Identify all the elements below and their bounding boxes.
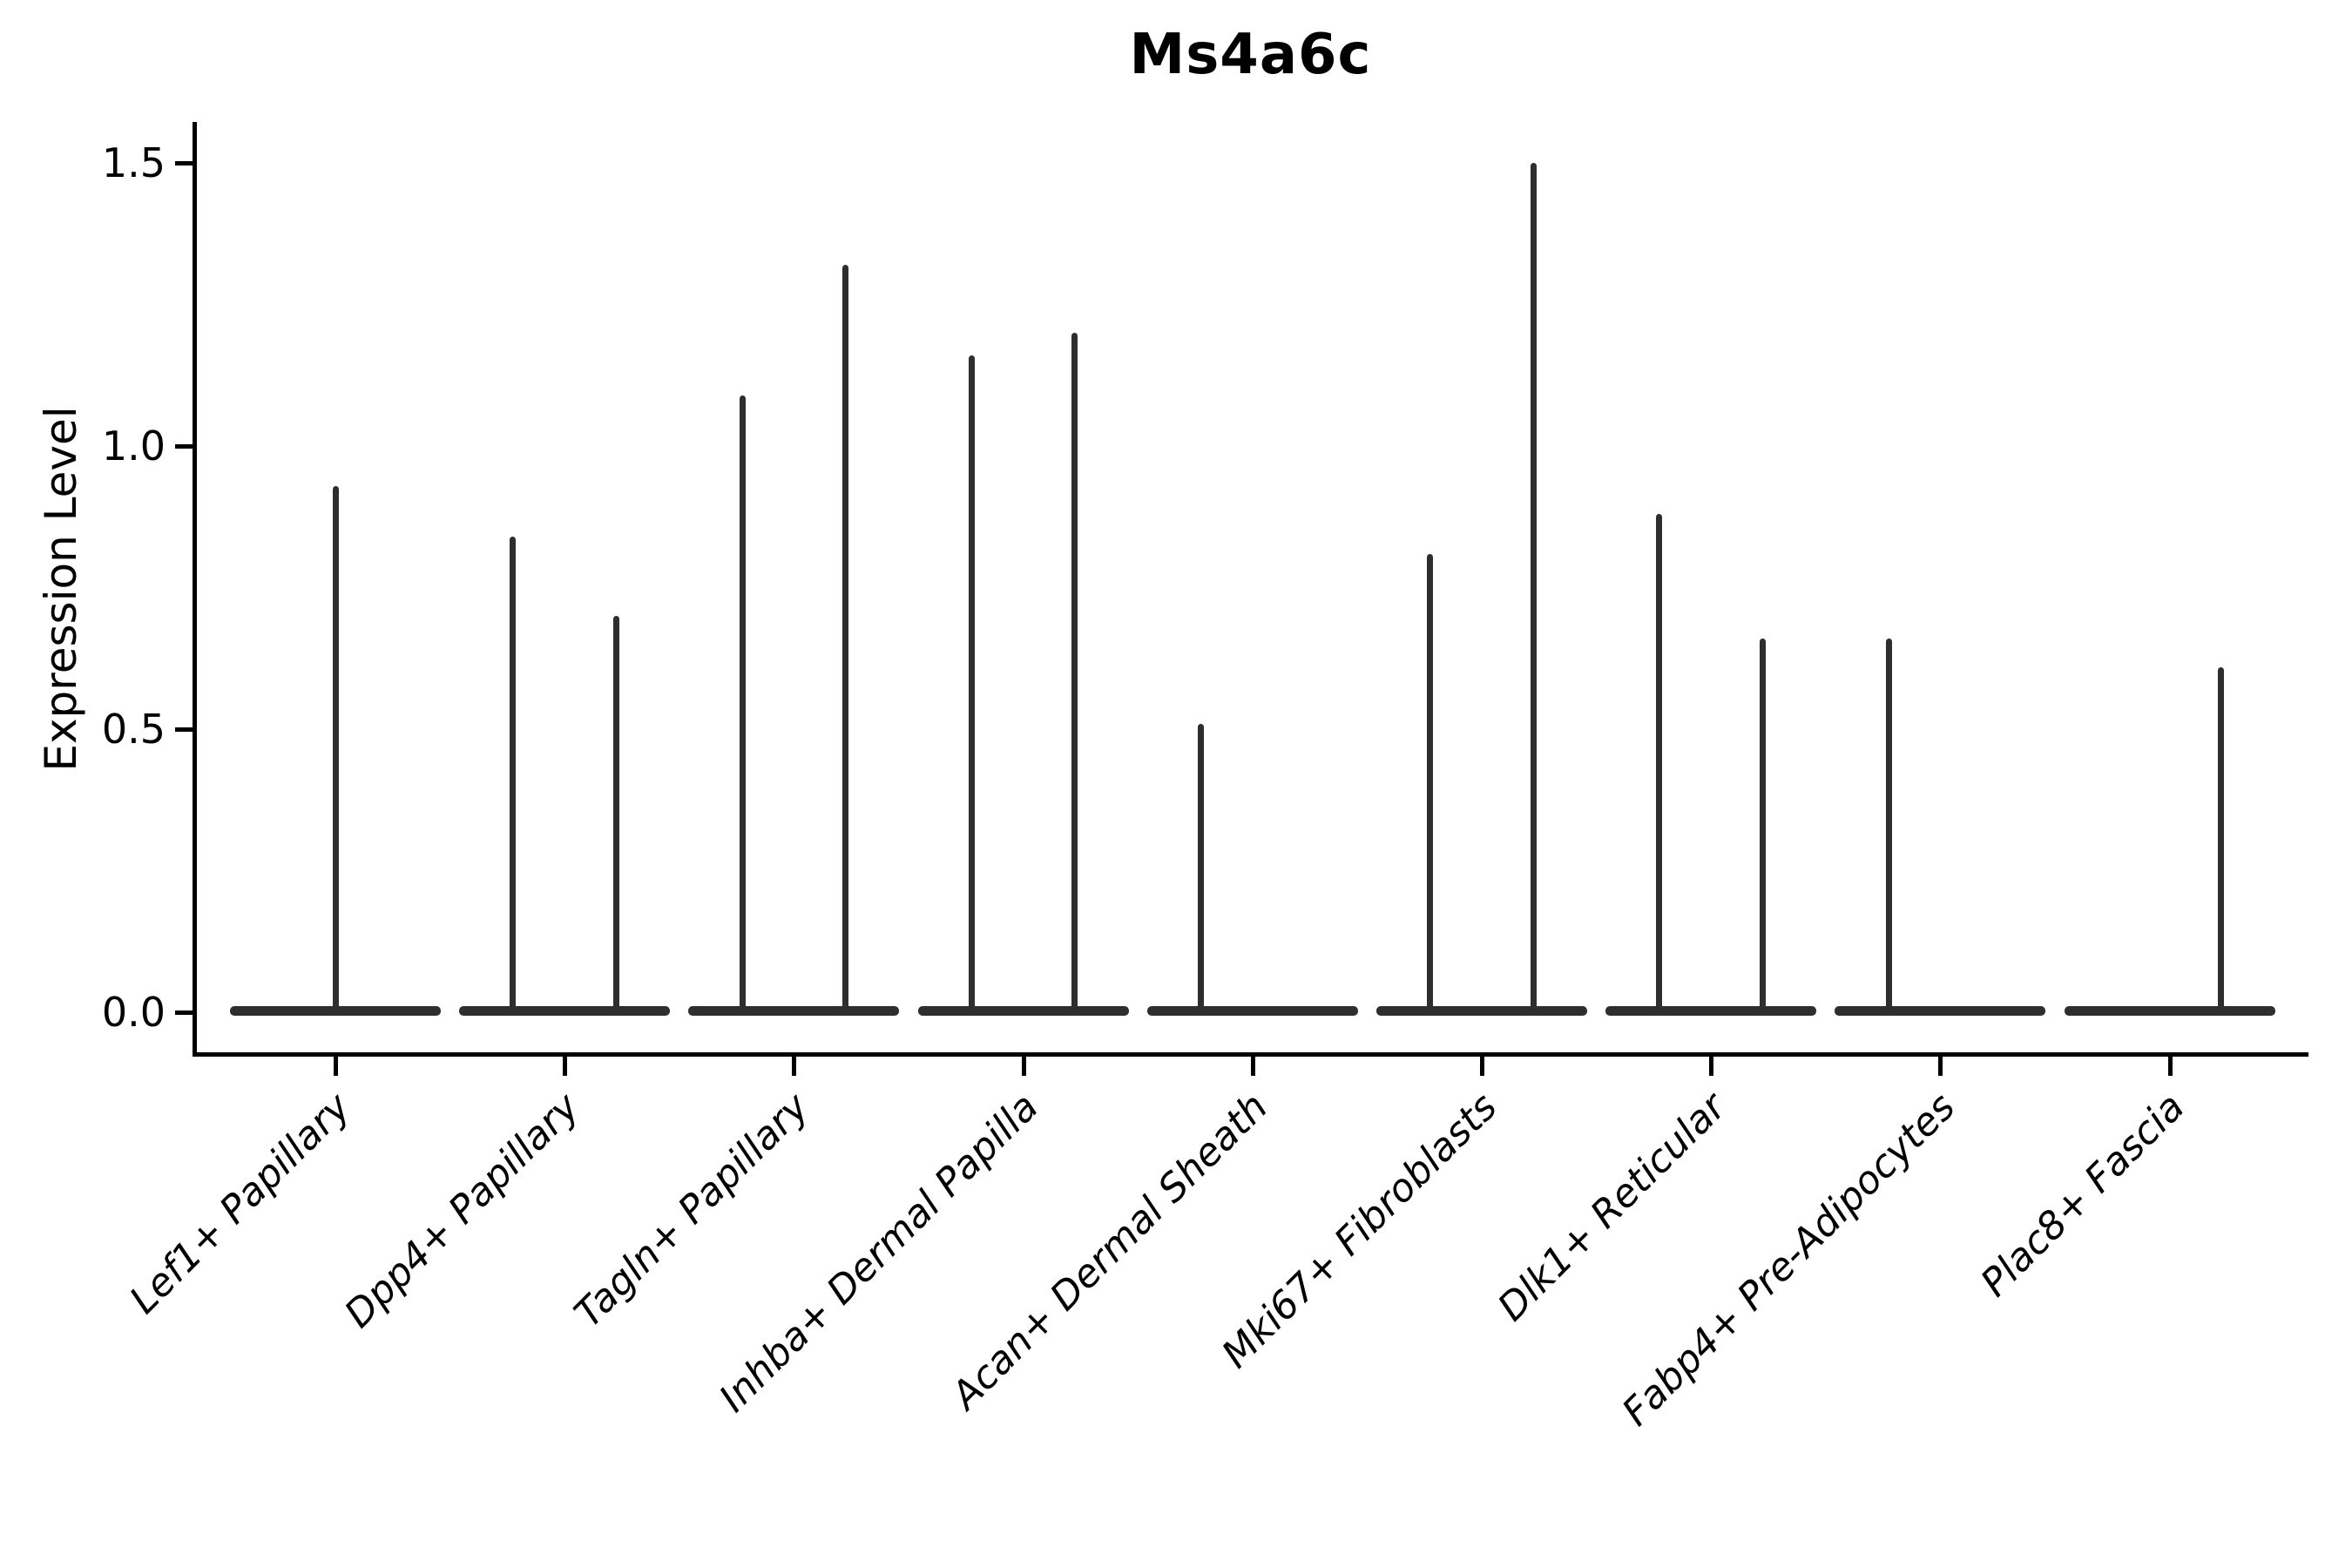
violin-base: [1605, 1006, 1817, 1016]
x-tick-mark: [1480, 1057, 1484, 1076]
violin-spike: [1759, 639, 1766, 1013]
x-tick-label: Plac8+ Fascia: [1972, 1085, 2193, 1306]
x-axis-spine: [193, 1052, 2308, 1057]
violin-spike: [1071, 333, 1078, 1013]
violin-base: [1376, 1006, 1587, 1016]
y-tick-mark: [175, 1010, 193, 1015]
y-tick-mark: [175, 727, 193, 732]
y-tick-mark: [175, 444, 193, 449]
violin-base: [2064, 1006, 2275, 1016]
violin-spike: [739, 395, 746, 1013]
violin-spike: [332, 485, 339, 1013]
violin-base: [688, 1006, 900, 1016]
violin-base: [1146, 1006, 1358, 1016]
x-tick-label: Dlk1+ Reticular: [1490, 1085, 1735, 1330]
x-tick-mark: [1938, 1057, 1943, 1076]
y-tick-label: 1.5: [101, 139, 166, 186]
y-tick-label: 1.0: [101, 422, 166, 470]
violin-base: [1835, 1006, 2046, 1016]
x-tick-label: Lef1+ Papillary: [121, 1085, 360, 1323]
violin-spike: [1530, 163, 1537, 1013]
violin-spike: [612, 616, 619, 1013]
x-tick-mark: [2167, 1057, 2173, 1076]
chart-title: Ms4a6c: [1129, 23, 1372, 87]
violin-spike: [968, 355, 975, 1013]
x-tick-mark: [1021, 1057, 1026, 1076]
violin-spike: [842, 265, 849, 1013]
violin-spike: [2218, 666, 2225, 1013]
violin-spike: [1656, 514, 1663, 1013]
x-tick-mark: [563, 1057, 568, 1076]
violin-base: [917, 1006, 1129, 1016]
violin-spike: [1427, 553, 1434, 1013]
x-tick-label: Tagln+ Papillary: [565, 1085, 818, 1336]
x-tick-mark: [334, 1057, 338, 1076]
violin-spike: [1198, 723, 1205, 1013]
y-tick-mark: [175, 161, 193, 166]
y-axis-spine: [193, 122, 197, 1057]
violin-spike: [1885, 639, 1892, 1013]
violin-base: [459, 1006, 671, 1016]
y-tick-label: 0.0: [101, 989, 166, 1036]
x-tick-mark: [792, 1057, 797, 1076]
x-tick-mark: [1250, 1057, 1255, 1076]
x-tick-label: Dpp4+ Papillary: [336, 1085, 589, 1337]
violin-spike: [510, 537, 517, 1013]
y-tick-label: 0.5: [101, 706, 166, 753]
x-tick-mark: [1709, 1057, 1714, 1076]
